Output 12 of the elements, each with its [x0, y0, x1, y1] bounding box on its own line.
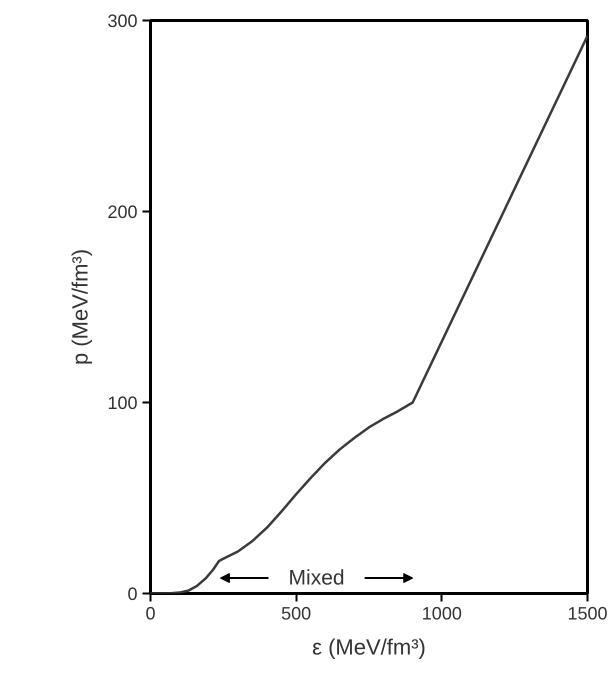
x-axis-title: ε (MeV/fm³) [312, 634, 426, 660]
annotation: Mixed [288, 566, 345, 590]
x-tick-label: 1500 [567, 604, 608, 624]
y-tick-label: 0 [127, 584, 138, 604]
y-axis-title: p (MeV/fm³) [67, 248, 92, 366]
y-tick-label: 300 [107, 11, 138, 31]
y-tick-label: 100 [107, 393, 138, 413]
x-tick-label: 0 [145, 604, 156, 624]
x-tick-label: 1000 [422, 604, 462, 624]
y-tick-label: 200 [107, 202, 138, 222]
line-series [150, 34, 588, 594]
x-tick-label: 500 [281, 604, 312, 624]
